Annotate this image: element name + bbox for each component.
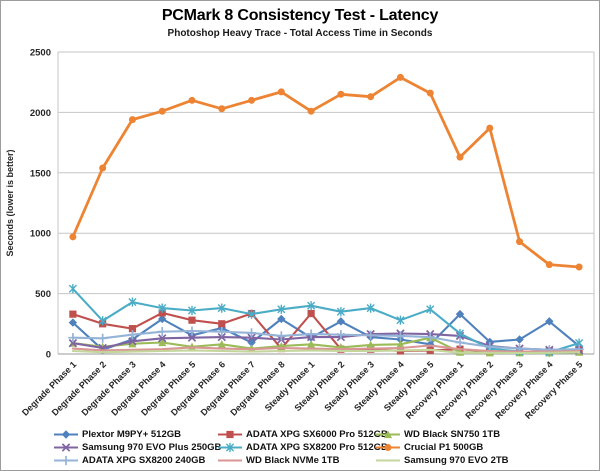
legend-item-adata-xpg-sx6000-pro-512gb: ADATA XPG SX6000 Pro 512GB [217,429,388,440]
series-line-adata-xpg-sx8200-240gb [71,329,581,351]
series-line-samsung-970-evo-2tb [71,348,581,355]
legend-marker-icon [376,444,400,451]
legend-item-wd-black-sn750-1tb: WD Black SN750 1TB [375,429,525,440]
x-tick-label: Degrade Phase 6 [169,359,227,417]
series-line-adata-xpg-sx8200-pro-512gb [71,287,581,354]
y-axis-title: Seconds (lower is better) [5,149,15,256]
legend-item-plextor-m9py-512gb: Plextor M9PY+ 512GB [53,429,217,440]
legend-item-samsung-970-evo-plus-250gb: Samsung 970 EVO Plus 250GB [53,442,221,453]
y-tick-label: 1500 [30,168,51,179]
legend-item-samsung-970-evo-2tb: Samsung 970 EVO 2TB [375,455,525,466]
legend-marker-icon [218,459,242,462]
legend-item-wd-black-nvme-1tb: WD Black NVMe 1TB [217,455,375,466]
legend-label: WD Black NVMe 1TB [246,455,340,466]
legend-item-adata-xpg-sx8200-pro-512gb: ADATA XPG SX8200 Pro 512GB [217,442,388,453]
x-tick-label: Degrade Phase 4 [109,359,167,417]
x-tick-label: Degrade Phase 1 [20,359,78,417]
x-tick-label: Degrade Phase 5 [139,359,197,417]
y-tick-label: 0 [46,350,51,361]
legend-label: Plextor M9PY+ 512GB [82,429,182,440]
legend: Plextor M9PY+ 512GB ADATA XPG SX6000 Pro … [53,428,573,467]
legend-label: Crucial P1 500GB [404,442,484,453]
legend-marker-icon [218,442,242,453]
legend-marker-icon [54,430,78,439]
y-tick-label: 1000 [30,229,51,240]
chart-title: PCMark 8 Consistency Test - Latency [161,7,439,24]
series-line-crucial-p1-500gb [71,76,581,269]
legend-marker-icon [54,455,78,466]
series-markers-crucial-p1-500gb [69,73,583,271]
legend-label: WD Black SN750 1TB [404,429,501,440]
legend-label: ADATA XPG SX6000 Pro 512GB [246,429,388,440]
legend-marker-icon [376,430,400,439]
legend-marker-icon [54,443,78,452]
series-line-wd-black-nvme-1tb [71,344,581,353]
gridlines [57,51,595,355]
legend-label: ADATA XPG SX8200 Pro 512GB [246,442,388,453]
legend-item-adata-xpg-sx8200-240gb: ADATA XPG SX8200 240GB [53,455,217,466]
x-tick-label: Degrade Phase 2 [50,359,108,417]
legend-label: ADATA XPG SX8200 240GB [82,455,206,466]
series-line-plextor-m9py-512gb [71,313,581,351]
legend-marker-icon [376,459,400,462]
y-tick-label: 2000 [30,108,51,119]
y-axis-tick-labels: 0 500 1000 1500 2000 2500 [30,48,51,361]
series-markers-adata-xpg-sx8200-240gb [68,326,584,355]
y-tick-label: 2500 [30,48,51,59]
y-tick-label: 500 [35,289,51,300]
x-tick-label: Degrade Phase 8 [228,359,286,417]
x-tick-label: Recovery Phase 5 [523,359,585,421]
legend-label: Samsung 970 EVO Plus 250GB [82,442,222,453]
x-tick-label: Degrade Phase 3 [79,359,137,417]
legend-marker-icon [218,430,242,439]
x-tick-label: Degrade Phase 7 [199,359,257,417]
legend-label: Samsung 970 EVO 2TB [404,455,509,466]
legend-item-crucial-p1-500gb: Crucial P1 500GB [375,442,525,453]
chart-subtitle: Photoshop Heavy Trace - Total Access Tim… [167,28,433,39]
